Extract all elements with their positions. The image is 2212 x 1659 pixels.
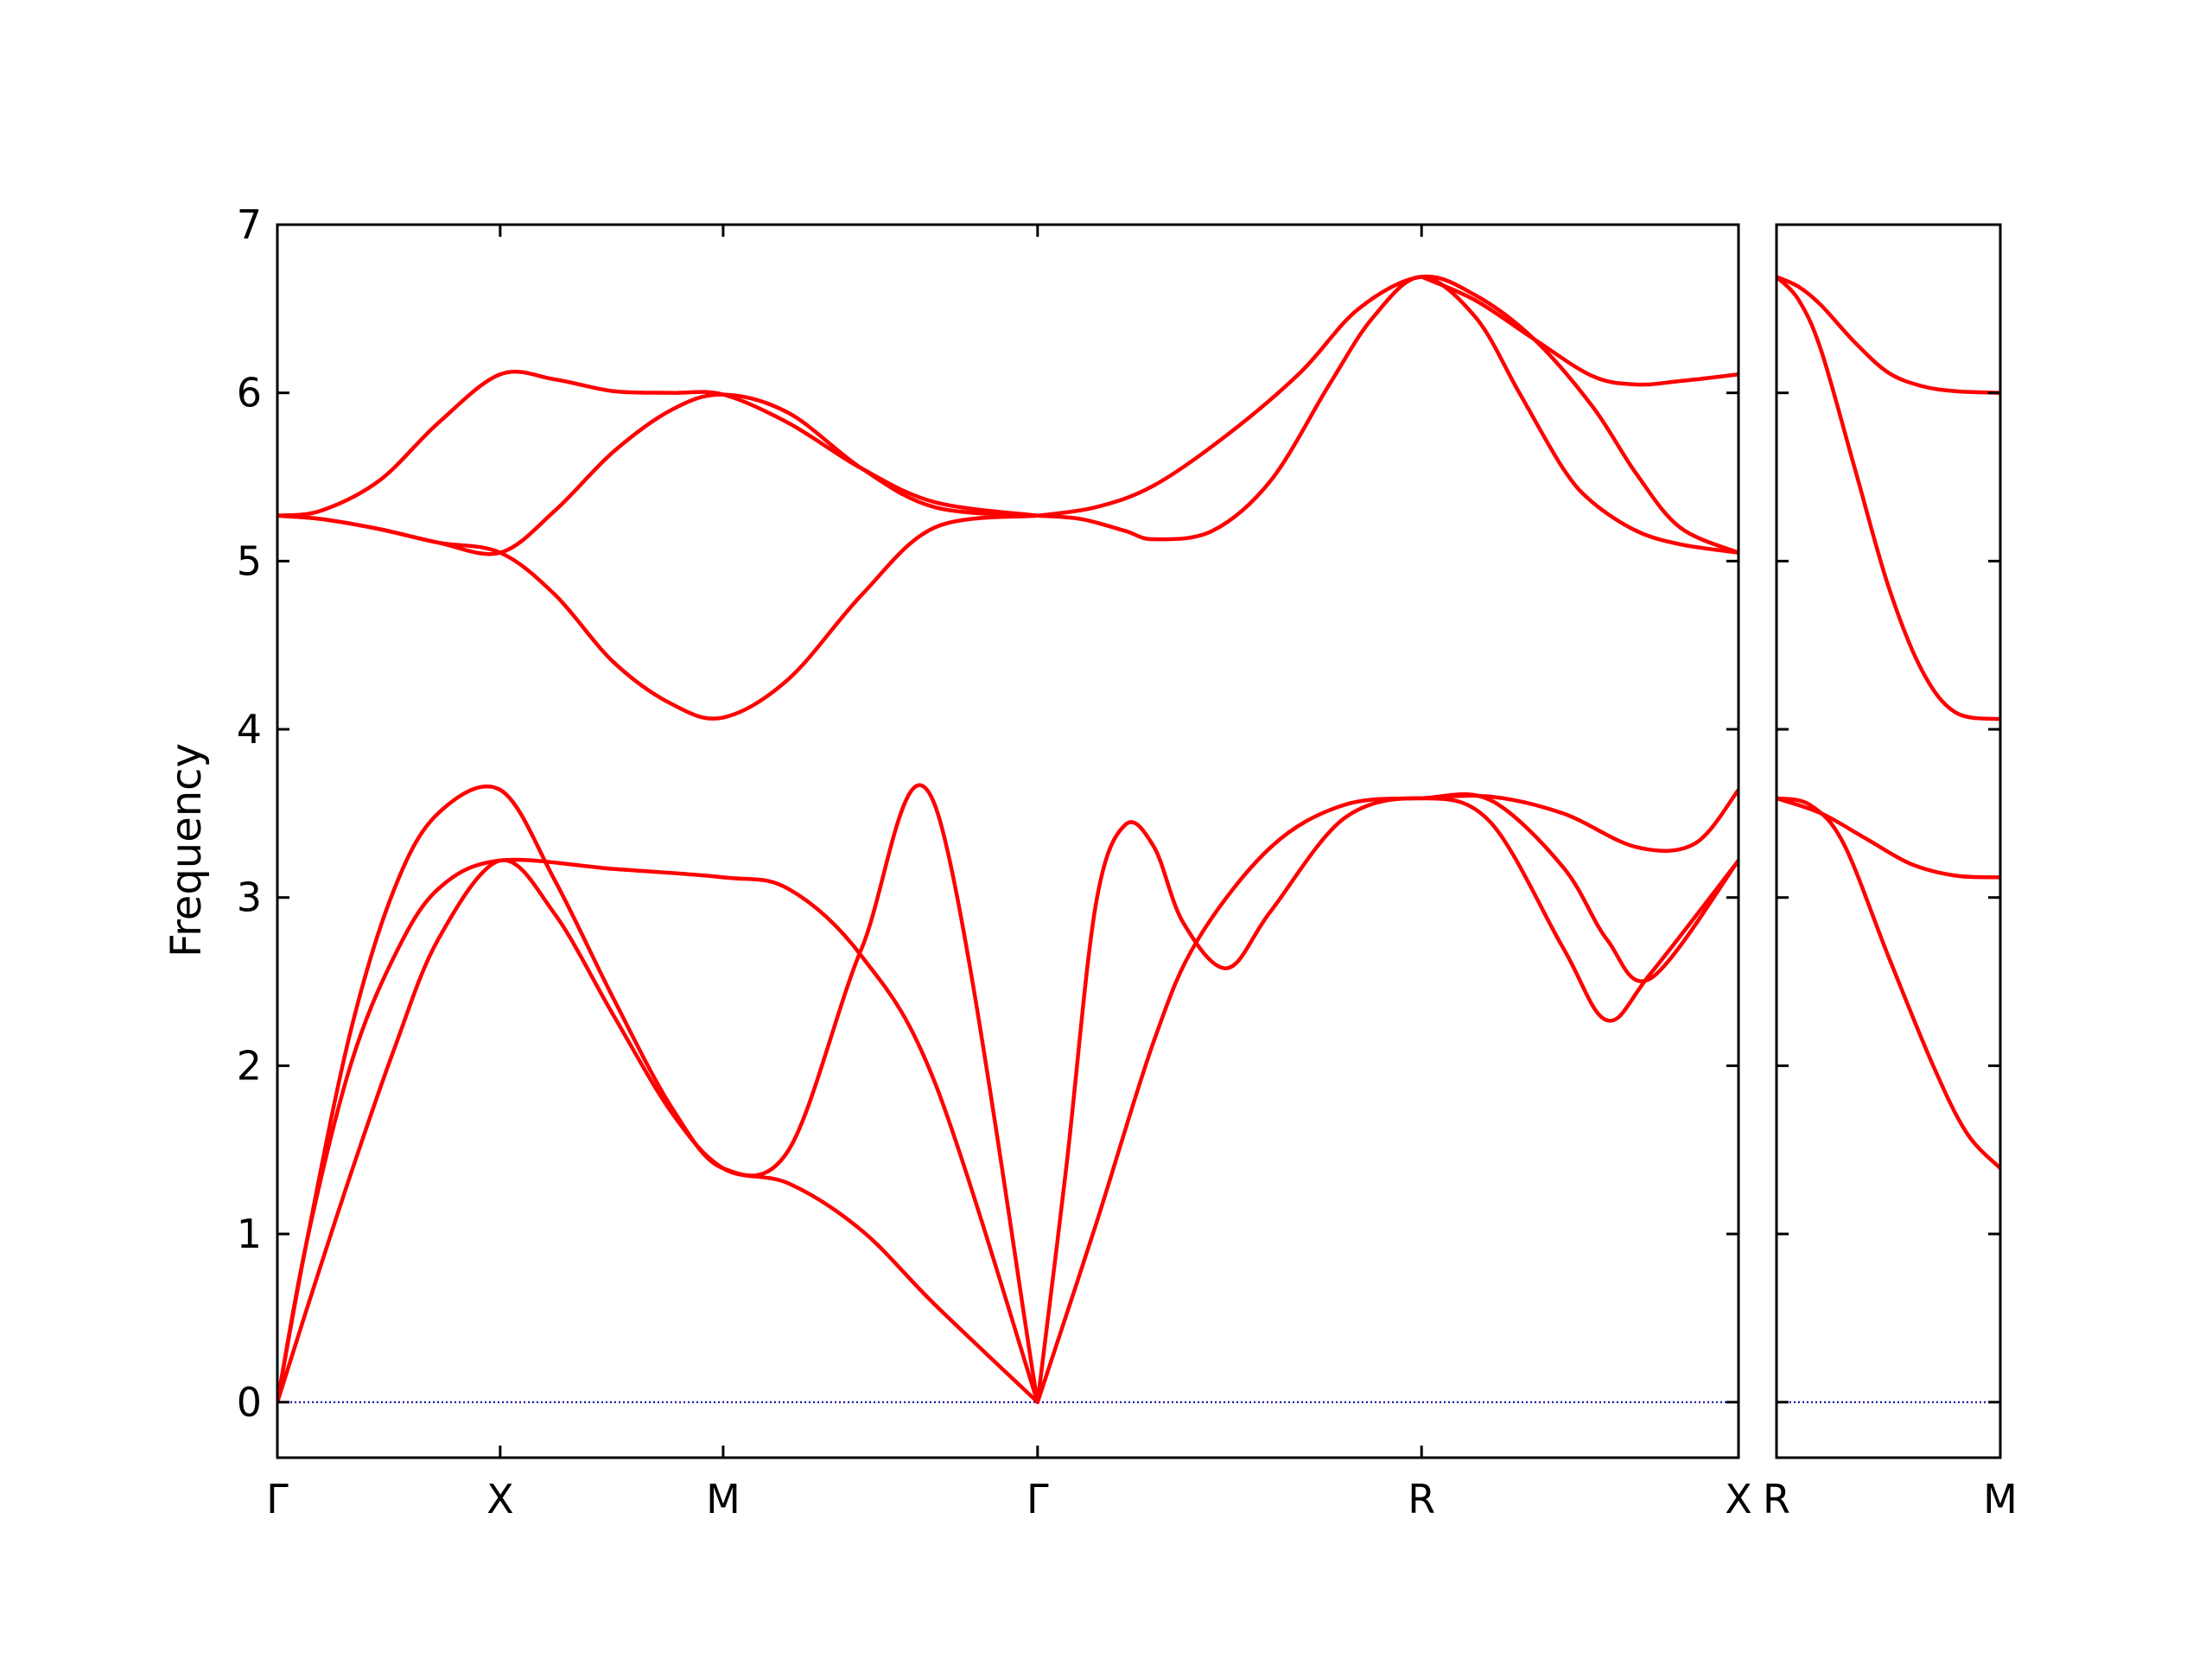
y-tick-label: 7 bbox=[237, 201, 262, 248]
band-line-1 bbox=[277, 858, 1040, 1405]
y-axis-title: Frequency bbox=[162, 743, 211, 957]
x-tick-label: M bbox=[1983, 1476, 2018, 1522]
panel-frame bbox=[1775, 223, 2002, 1459]
band-curves bbox=[1777, 275, 2000, 1171]
x-tick-label: R bbox=[1408, 1476, 1435, 1522]
y-tick-label: 3 bbox=[237, 874, 262, 921]
x-tick-label: Γ bbox=[266, 1476, 289, 1522]
y-tick-label: 6 bbox=[237, 370, 262, 416]
x-tick-label: X bbox=[486, 1476, 514, 1522]
y-tick-label: 4 bbox=[237, 706, 262, 753]
x-tick-label: R bbox=[1763, 1476, 1790, 1522]
x-tick-label: M bbox=[706, 1476, 741, 1522]
band-line-6 bbox=[1419, 787, 1738, 853]
band-line-3 bbox=[277, 857, 1040, 1405]
band-line-12 bbox=[1419, 275, 1738, 387]
y-tick-label: 1 bbox=[237, 1211, 262, 1257]
y-tick-label: 0 bbox=[237, 1379, 262, 1426]
panel-1: 0 1 2 3 4 5 6 7 Γ X M Γ R X bbox=[237, 201, 1752, 1522]
band-line-9 bbox=[277, 513, 1040, 721]
band-line-5 bbox=[1035, 796, 1738, 1405]
band-curves bbox=[277, 274, 1738, 1405]
band-line-2 bbox=[1777, 796, 2000, 880]
panel-frame bbox=[276, 223, 1740, 1459]
band-line-2 bbox=[277, 783, 1040, 1405]
x-tick-label: Γ bbox=[1027, 1476, 1049, 1522]
y-tick-label: 2 bbox=[237, 1042, 262, 1089]
band-line-4 bbox=[1035, 791, 1738, 1405]
band-line-11 bbox=[1035, 275, 1738, 555]
y-tick-label: 5 bbox=[237, 537, 262, 584]
band-line-1 bbox=[1777, 796, 2000, 1171]
band-line-4 bbox=[1777, 275, 2000, 395]
band-line-3 bbox=[1777, 275, 2000, 721]
y-axis-title-group: Frequency bbox=[162, 743, 211, 957]
x-tick-label: X bbox=[1725, 1476, 1752, 1522]
